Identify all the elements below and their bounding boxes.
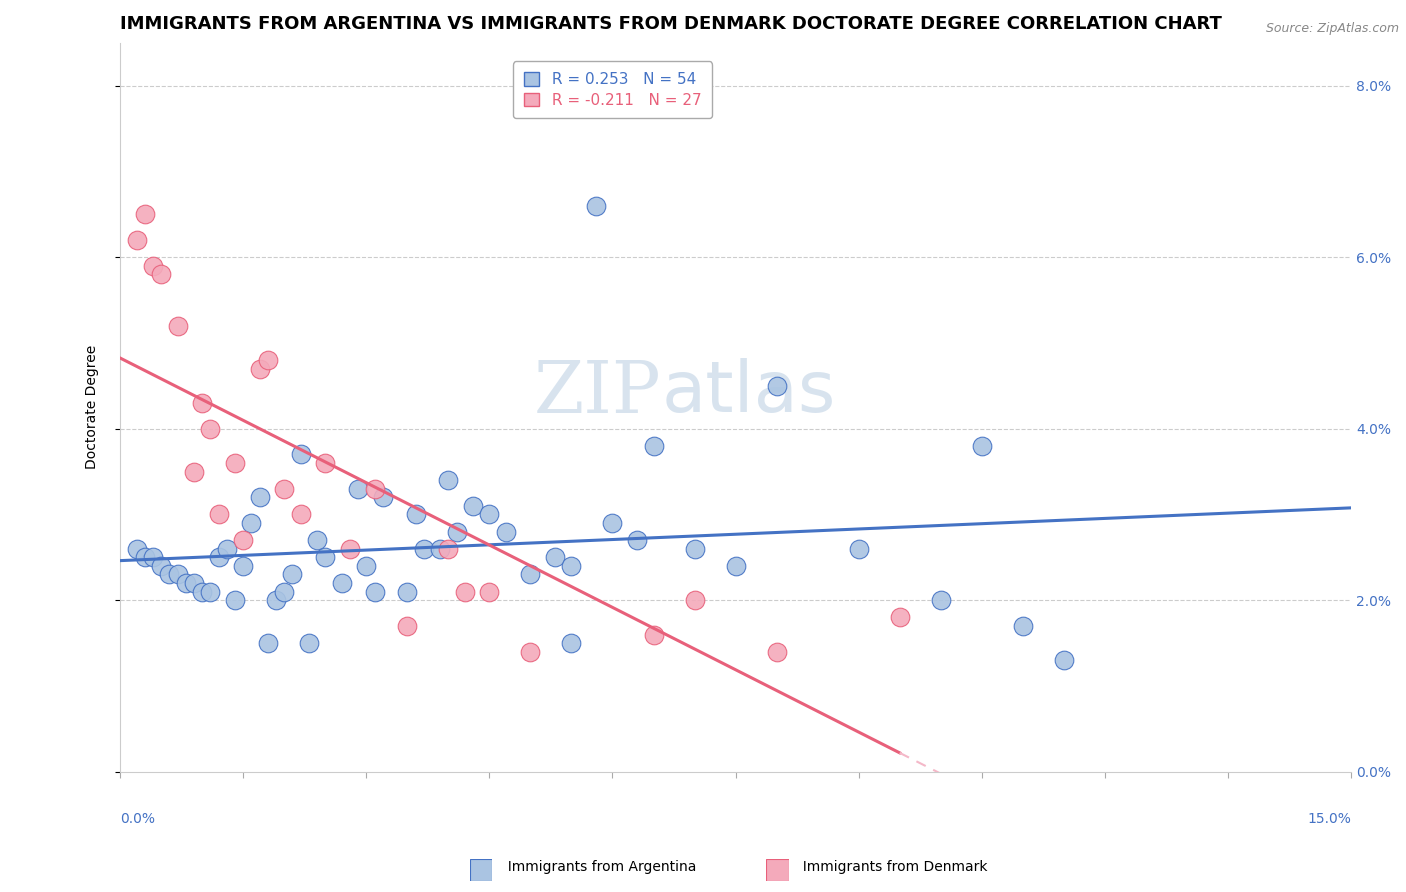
Point xyxy=(643,627,665,641)
Point xyxy=(166,318,188,333)
Point xyxy=(970,439,993,453)
Point xyxy=(273,482,295,496)
Point xyxy=(405,508,427,522)
Point xyxy=(478,584,501,599)
Point xyxy=(314,456,336,470)
Point xyxy=(249,361,271,376)
Point xyxy=(519,567,541,582)
Text: Immigrants from Denmark: Immigrants from Denmark xyxy=(794,860,988,874)
Point xyxy=(264,593,287,607)
Point xyxy=(724,558,747,573)
Point xyxy=(157,567,180,582)
Point xyxy=(495,524,517,539)
Point xyxy=(339,541,361,556)
Point xyxy=(290,447,312,461)
Point xyxy=(166,567,188,582)
Point xyxy=(240,516,263,530)
Point xyxy=(347,482,370,496)
Point xyxy=(1011,619,1033,633)
Point xyxy=(371,491,394,505)
Point xyxy=(150,558,173,573)
Point xyxy=(412,541,434,556)
Point xyxy=(560,558,582,573)
Point xyxy=(429,541,451,556)
Text: ZIP: ZIP xyxy=(534,358,662,428)
Point xyxy=(249,491,271,505)
Point xyxy=(200,422,222,436)
Point xyxy=(314,550,336,565)
Point xyxy=(183,465,205,479)
Text: IMMIGRANTS FROM ARGENTINA VS IMMIGRANTS FROM DENMARK DOCTORATE DEGREE CORRELATIO: IMMIGRANTS FROM ARGENTINA VS IMMIGRANTS … xyxy=(120,15,1222,33)
Point xyxy=(232,533,254,548)
Point xyxy=(585,199,607,213)
Point xyxy=(929,593,952,607)
Text: 15.0%: 15.0% xyxy=(1308,812,1351,826)
Point xyxy=(224,456,246,470)
Point xyxy=(461,499,484,513)
Point xyxy=(683,541,706,556)
Point xyxy=(256,636,278,650)
Point xyxy=(191,396,214,410)
Legend:  R = 0.253   N = 54,  R = -0.211   N = 27: R = 0.253 N = 54, R = -0.211 N = 27 xyxy=(513,62,711,119)
Point xyxy=(889,610,911,624)
Point xyxy=(396,619,419,633)
Point xyxy=(454,584,477,599)
Point xyxy=(224,593,246,607)
Point xyxy=(602,516,624,530)
Point xyxy=(560,636,582,650)
Point xyxy=(290,508,312,522)
Text: Source: ZipAtlas.com: Source: ZipAtlas.com xyxy=(1265,22,1399,36)
Point xyxy=(1053,653,1076,667)
Point xyxy=(307,533,329,548)
Point xyxy=(363,584,385,599)
Point xyxy=(544,550,567,565)
Point xyxy=(125,541,148,556)
Point xyxy=(207,550,229,565)
Point xyxy=(848,541,870,556)
Point xyxy=(356,558,378,573)
Point xyxy=(765,645,787,659)
Point xyxy=(134,207,156,221)
Point xyxy=(142,550,165,565)
Point xyxy=(330,576,353,591)
Point xyxy=(207,508,229,522)
Text: Immigrants from Argentina: Immigrants from Argentina xyxy=(499,860,696,874)
Text: 0.0%: 0.0% xyxy=(120,812,155,826)
Point xyxy=(446,524,468,539)
Point xyxy=(643,439,665,453)
Point xyxy=(437,541,460,556)
Point xyxy=(183,576,205,591)
Text: atlas: atlas xyxy=(662,359,837,427)
Point xyxy=(626,533,648,548)
Point xyxy=(765,379,787,393)
Point xyxy=(125,233,148,247)
Point xyxy=(281,567,304,582)
Point xyxy=(174,576,197,591)
Point xyxy=(134,550,156,565)
Point xyxy=(298,636,321,650)
Point xyxy=(478,508,501,522)
Point xyxy=(363,482,385,496)
Point xyxy=(150,268,173,282)
Point xyxy=(256,353,278,368)
Point xyxy=(396,584,419,599)
Point xyxy=(437,473,460,487)
Point xyxy=(519,645,541,659)
Point xyxy=(142,259,165,273)
Point xyxy=(232,558,254,573)
Y-axis label: Doctorate Degree: Doctorate Degree xyxy=(86,345,100,469)
Point xyxy=(200,584,222,599)
Point xyxy=(215,541,238,556)
Point xyxy=(191,584,214,599)
Point xyxy=(273,584,295,599)
Point xyxy=(683,593,706,607)
